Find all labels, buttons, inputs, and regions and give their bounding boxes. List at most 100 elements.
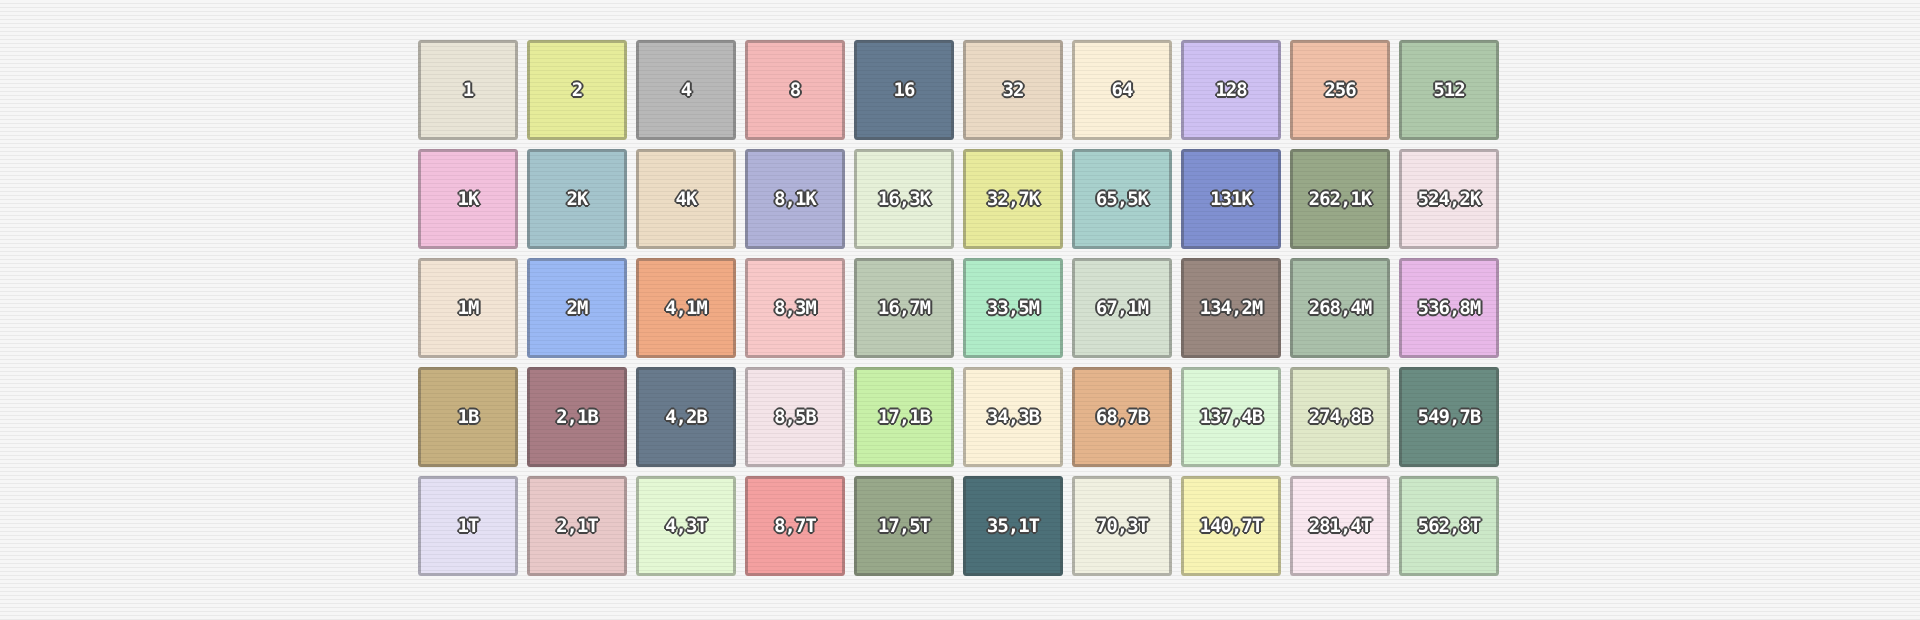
tile-label: 274,8B: [1308, 406, 1373, 428]
tile: 1: [418, 40, 518, 140]
tile-label: 536,8M: [1417, 297, 1482, 319]
tile: 268,4M: [1290, 258, 1390, 358]
tile-label: 268,4M: [1308, 297, 1373, 319]
tile-label: 1K: [457, 188, 480, 210]
tile-label: 1T: [457, 515, 480, 537]
tile: 67,1M: [1072, 258, 1172, 358]
tile-label: 1B: [457, 406, 480, 428]
tile: 8: [745, 40, 845, 140]
tile: 131K: [1181, 149, 1281, 249]
tile: 70,3T: [1072, 476, 1172, 576]
tile-label: 34,3B: [986, 406, 1040, 428]
tile-label: 32: [1002, 79, 1025, 101]
tile: 2,1T: [527, 476, 627, 576]
tile: 134,2M: [1181, 258, 1281, 358]
tile-label: 140,7T: [1199, 515, 1264, 537]
tile: 128: [1181, 40, 1281, 140]
tile: 17,1B: [854, 367, 954, 467]
tile: 16,3K: [854, 149, 954, 249]
tile: 1B: [418, 367, 518, 467]
tile: 2K: [527, 149, 627, 249]
tile: 4K: [636, 149, 736, 249]
tile: 4,2B: [636, 367, 736, 467]
tile: 524,2K: [1399, 149, 1499, 249]
tile: 35,1T: [963, 476, 1063, 576]
tile-label: 17,5T: [877, 515, 931, 537]
tile: 562,8T: [1399, 476, 1499, 576]
tile: 256: [1290, 40, 1390, 140]
tile: 4,1M: [636, 258, 736, 358]
tile-label: 4K: [675, 188, 698, 210]
tile: 8,3M: [745, 258, 845, 358]
tile-label: 64: [1111, 79, 1134, 101]
tile-label: 17,1B: [877, 406, 931, 428]
tile-label: 2M: [566, 297, 589, 319]
tile: 16,7M: [854, 258, 954, 358]
tile-label: 4,3T: [665, 515, 708, 537]
tile: 4,3T: [636, 476, 736, 576]
tile-label: 8,3M: [774, 297, 817, 319]
tile-label: 1M: [457, 297, 480, 319]
tile: 281,4T: [1290, 476, 1390, 576]
tile-label: 16,3K: [877, 188, 931, 210]
tile-label: 32,7K: [986, 188, 1040, 210]
tile-label: 65,5K: [1095, 188, 1149, 210]
tile-label: 281,4T: [1308, 515, 1373, 537]
tile-label: 128: [1215, 79, 1247, 101]
tile: 262,1K: [1290, 149, 1390, 249]
tile-label: 256: [1324, 79, 1356, 101]
tile-label: 35,1T: [986, 515, 1040, 537]
tile-label: 2: [571, 79, 583, 101]
tile: 137,4B: [1181, 367, 1281, 467]
tile: 33,5M: [963, 258, 1063, 358]
tile-label: 67,1M: [1095, 297, 1149, 319]
tile-label: 2,1B: [556, 406, 599, 428]
tile-label: 4,2B: [665, 406, 708, 428]
tile: 8,7T: [745, 476, 845, 576]
tile-grid: 1 2 4 8 16 32 64 128 256 512 1K 2K 4K 8,1K 16,3K 32,7K 6…: [418, 40, 1502, 580]
tile: 8,5B: [745, 367, 845, 467]
tile-label: 562,8T: [1417, 515, 1482, 537]
tile-label: 262,1K: [1308, 188, 1373, 210]
tile-label: 68,7B: [1095, 406, 1149, 428]
tile: 32,7K: [963, 149, 1063, 249]
tile-label: 4,1M: [665, 297, 708, 319]
tile: 1T: [418, 476, 518, 576]
tile: 34,3B: [963, 367, 1063, 467]
tile-label: 131K: [1210, 188, 1253, 210]
tile: 140,7T: [1181, 476, 1281, 576]
tile-label: 33,5M: [986, 297, 1040, 319]
tile: 2M: [527, 258, 627, 358]
tile: 2: [527, 40, 627, 140]
tile: 68,7B: [1072, 367, 1172, 467]
tile: 549,7B: [1399, 367, 1499, 467]
tile: 32: [963, 40, 1063, 140]
tile-label: 512: [1433, 79, 1465, 101]
tile-label: 1: [462, 79, 474, 101]
tile-label: 8: [789, 79, 801, 101]
tile-label: 134,2M: [1199, 297, 1264, 319]
tile: 512: [1399, 40, 1499, 140]
tile-label: 16: [893, 79, 916, 101]
tile: 16: [854, 40, 954, 140]
tile-label: 8,1K: [774, 188, 817, 210]
tile: 4: [636, 40, 736, 140]
tile: 64: [1072, 40, 1172, 140]
tile-label: 524,2K: [1417, 188, 1482, 210]
tile: 17,5T: [854, 476, 954, 576]
tile-label: 549,7B: [1417, 406, 1482, 428]
tile: 1M: [418, 258, 518, 358]
tile: 536,8M: [1399, 258, 1499, 358]
tile: 2,1B: [527, 367, 627, 467]
tile: 8,1K: [745, 149, 845, 249]
tile: 1K: [418, 149, 518, 249]
tile-label: 2,1T: [556, 515, 599, 537]
tile: 274,8B: [1290, 367, 1390, 467]
tile-label: 4: [680, 79, 692, 101]
tile-label: 16,7M: [877, 297, 931, 319]
tile-label: 8,7T: [774, 515, 817, 537]
tile-label: 137,4B: [1199, 406, 1264, 428]
tile-label: 8,5B: [774, 406, 817, 428]
tile: 65,5K: [1072, 149, 1172, 249]
